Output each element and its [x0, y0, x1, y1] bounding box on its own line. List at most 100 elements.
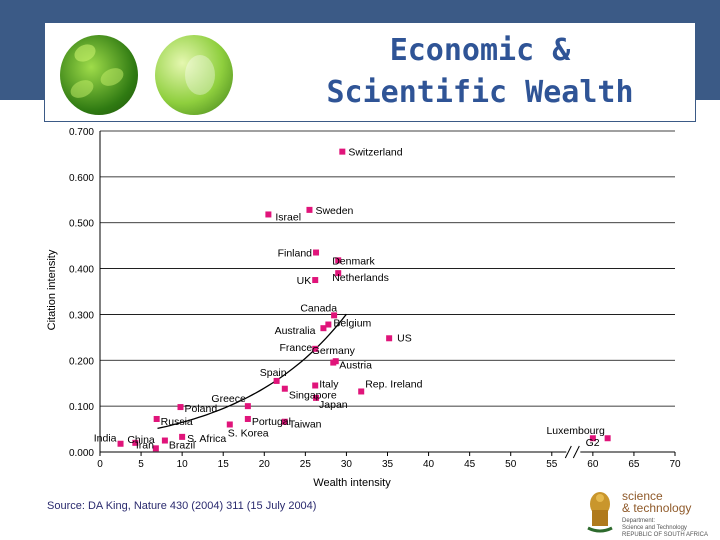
point-taiwan — [281, 418, 288, 425]
point-rep-ireland — [358, 388, 365, 395]
label-g2: G2 — [586, 437, 600, 449]
axis-break-line — [572, 445, 580, 459]
x-tick-label: 65 — [628, 459, 640, 470]
label-italy: Italy — [319, 379, 339, 391]
x-tick-label: 55 — [546, 459, 558, 470]
logo-subtext: Department: Science and Technology REPUB… — [622, 518, 717, 539]
x-tick-label: 25 — [300, 459, 312, 470]
point-luxembourg — [589, 435, 596, 442]
point-s-korea — [226, 421, 233, 428]
label-singapore: Singapore — [289, 390, 337, 402]
label-iran: Iran — [136, 439, 154, 451]
x-tick-label: 10 — [177, 459, 189, 470]
label-rep-ireland: Rep. Ireland — [365, 378, 422, 390]
x-axis-label: Wealth intensity — [313, 477, 391, 489]
slide-title-line1: Economic & — [389, 33, 571, 68]
label-china: China — [127, 434, 155, 446]
label-russia: Russia — [161, 416, 193, 428]
y-tick-label: 0.200 — [69, 356, 94, 367]
label-israel: Israel — [275, 211, 301, 223]
label-taiwan: Taiwan — [289, 419, 322, 431]
point-italy — [312, 382, 319, 389]
axis-break-line — [564, 445, 572, 459]
x-tick-label: 50 — [505, 459, 517, 470]
label-spain: Spain — [260, 367, 287, 379]
y-tick-label: 0.000 — [69, 448, 94, 459]
x-tick-labels: 0 5 10 15 20 25 30 35 40 45 50 55 60 65 70 — [97, 459, 681, 470]
point-australia — [320, 325, 327, 332]
label-luxembourg: Luxembourg — [546, 425, 605, 437]
label-uk: UK — [297, 275, 312, 287]
label-denmark: Denmark — [332, 255, 375, 267]
logo-line2: & technology — [622, 501, 692, 515]
x-tick-label: 60 — [587, 459, 599, 470]
y-tick-label: 0.500 — [69, 219, 94, 230]
point-spain — [273, 377, 280, 384]
y-tick-labels: 0.000 0.100 0.200 0.300 0.400 0.500 0.600 0.700 — [69, 127, 94, 459]
label-france: France — [280, 342, 313, 354]
label-us: US — [397, 332, 412, 344]
point-russia — [153, 415, 160, 422]
axis-break-mark — [564, 445, 581, 459]
slide-title-line2: Scientific Wealth — [326, 75, 634, 110]
x-tick-label: 45 — [464, 459, 476, 470]
y-tick-label: 0.600 — [69, 173, 94, 184]
point-greece — [244, 403, 251, 410]
label-australia: Australia — [275, 325, 316, 337]
y-tick-label: 0.700 — [69, 127, 94, 138]
x-tick-label: 35 — [382, 459, 394, 470]
x-tick-label: 40 — [423, 459, 435, 470]
point-labels: Switzerland Israel Sweden Finland Denmark UK N… — [94, 147, 605, 452]
point-finland — [313, 249, 320, 256]
point-israel — [265, 211, 272, 218]
point-brazil — [161, 437, 168, 444]
label-brazil: Brazil — [169, 440, 195, 452]
point-japan — [313, 394, 320, 401]
label-netherlands: Netherlands — [332, 272, 389, 284]
label-finland: Finland — [278, 248, 313, 260]
point-india — [117, 440, 124, 447]
point-portugal — [244, 415, 251, 422]
logo-sub1: Department: — [622, 518, 656, 524]
point-denmark — [335, 257, 342, 264]
label-greece: Greece — [211, 393, 246, 405]
y-tick-label: 0.100 — [69, 402, 94, 413]
label-s-africa: S. Africa — [187, 433, 226, 445]
leaf-image-right — [155, 35, 233, 115]
label-portugal: Portugal — [252, 416, 291, 428]
label-switzerland: Switzerland — [348, 147, 402, 159]
label-belgium: Belgium — [333, 318, 371, 330]
point-iran — [152, 445, 159, 452]
gridlines — [100, 130, 675, 407]
point-singapore — [281, 385, 288, 392]
y-tick-label: 0.400 — [69, 265, 94, 276]
slide-title: Economic & Scientific Wealth — [290, 30, 670, 114]
point-g2 — [604, 435, 611, 442]
logo-line1: science — [622, 489, 663, 503]
point-netherlands — [335, 270, 342, 277]
leaf-image-left — [60, 35, 138, 115]
label-germany: Germany — [312, 345, 356, 357]
point-uk — [312, 277, 319, 284]
header-box — [44, 22, 696, 122]
x-tick-label: 15 — [218, 459, 230, 470]
label-austria: Austria — [339, 360, 372, 372]
label-india: India — [94, 433, 117, 445]
point-switzerland — [339, 148, 346, 155]
point-belgium — [325, 321, 332, 328]
x-tick-label: 70 — [669, 459, 681, 470]
label-poland: Poland — [185, 403, 218, 415]
point-s-africa — [179, 433, 186, 440]
point-poland — [177, 404, 184, 411]
label-s-korea: S. Korea — [228, 427, 269, 439]
source-note: Source: DA King, Nature 430 (2004) 311 (… — [47, 500, 317, 512]
x-tick-label: 30 — [341, 459, 353, 470]
logo-sub3: REPUBLIC OF SOUTH AFRICA — [622, 532, 709, 538]
dst-logo: science & technology Department: Science… — [582, 488, 717, 539]
x-tick-label: 0 — [97, 459, 103, 470]
x-tick-label: 20 — [259, 459, 271, 470]
y-axis-label: Citation intensity — [46, 249, 58, 330]
label-sweden: Sweden — [315, 205, 353, 217]
point-austria — [330, 359, 337, 366]
point-france — [312, 345, 319, 352]
